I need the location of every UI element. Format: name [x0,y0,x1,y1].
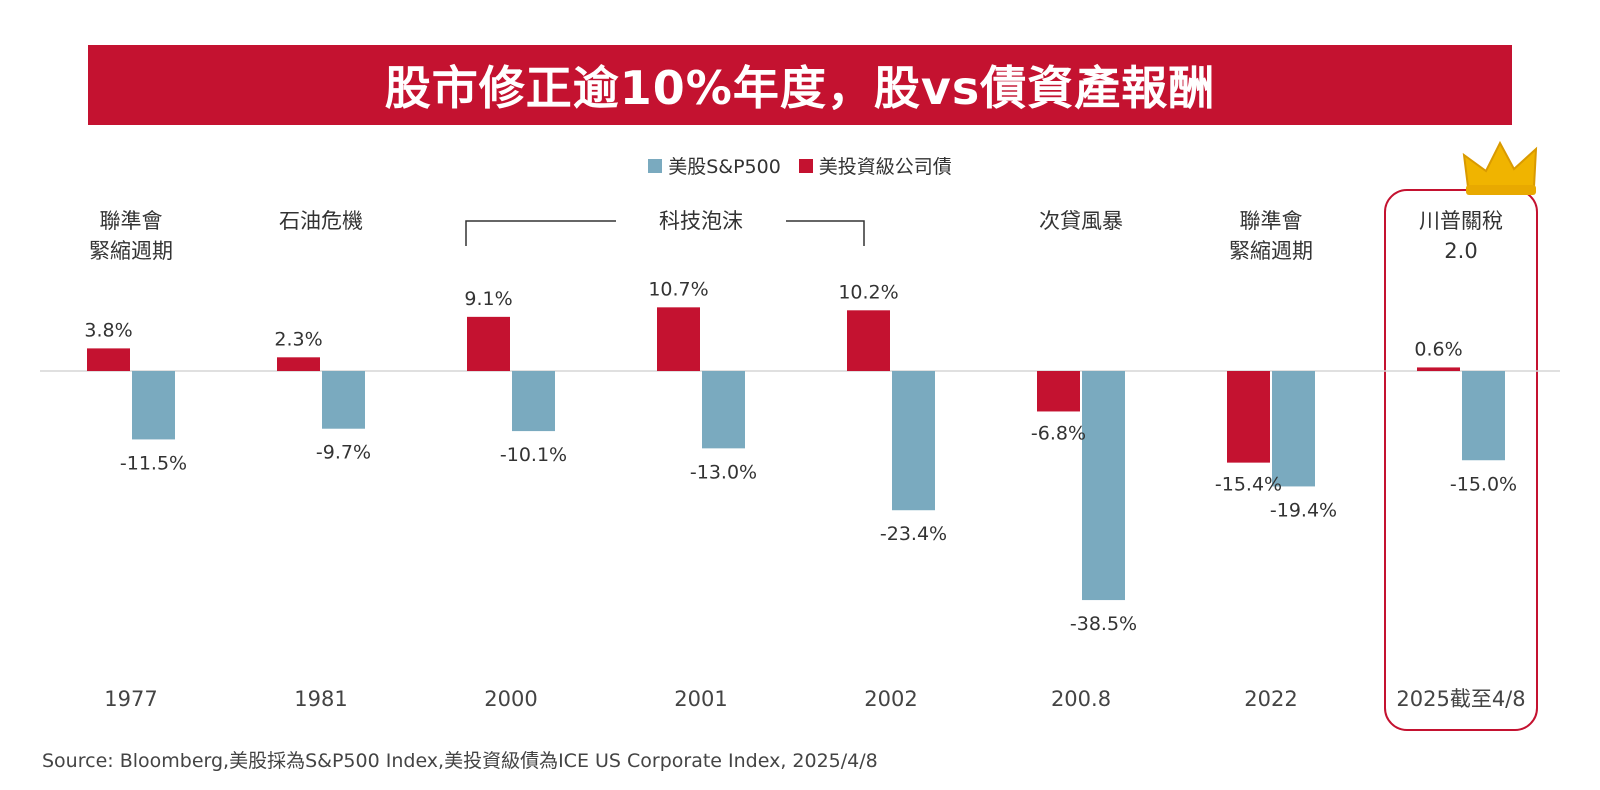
event-caption-5-0: 次貸風暴 [1039,209,1123,233]
data-label-stock-7: -15.0% [1450,473,1517,495]
bar-stock-3 [702,371,745,449]
event-caption-0-0: 聯準會 [100,209,163,233]
tech-bubble-label: 科技泡沫 [659,209,743,233]
legend-label-stock: 美股S&P500 [668,156,781,178]
year-label-3: 2001 [674,687,727,711]
data-label-bond-5: -6.8% [1031,422,1086,444]
event-caption-7-1: 2.0 [1444,239,1477,263]
bracket-left [465,220,616,246]
data-label-bond-7: 0.6% [1414,338,1462,360]
data-label-stock-5: -38.5% [1070,613,1137,635]
year-label-4: 2002 [864,687,917,711]
data-label-bond-0: 3.8% [84,319,132,341]
bracket-right [786,220,865,246]
crown-base [1466,185,1536,195]
bar-bond-6 [1227,371,1270,463]
legend-swatch-stock [648,158,663,173]
data-label-bond-1: 2.3% [274,328,322,350]
legend-item-bond: 美投資級公司債 [798,152,952,179]
year-label-1: 1981 [294,687,347,711]
bar-stock-7 [1462,371,1505,461]
bar-bond-1 [277,357,320,371]
data-label-stock-4: -23.4% [880,523,947,545]
data-label-bond-4: 10.2% [838,281,898,303]
legend-item-stock: 美股S&P500 [648,152,781,179]
data-label-bond-6: -15.4% [1215,474,1282,496]
bar-bond-2 [467,316,510,371]
event-caption-6-0: 聯準會 [1240,209,1303,233]
bar-stock-4 [892,371,935,511]
chart-title: 股市修正逾10%年度，股vs債資產報酬 [384,61,1216,115]
bar-bond-5 [1037,371,1080,412]
event-caption-7-0: 川普關稅 [1419,209,1503,233]
year-label-2: 2000 [484,687,537,711]
bar-stock-1 [322,371,365,429]
data-label-stock-0: -11.5% [120,452,187,474]
legend-swatch-bond [798,158,813,173]
year-label-6: 2022 [1244,687,1297,711]
event-caption-1-0: 石油危機 [279,209,363,233]
data-label-stock-6: -19.4% [1270,499,1337,521]
bar-stock-5 [1082,371,1125,601]
source-note: Source: Bloomberg,美股採為S&P500 Index,美投資級債… [42,750,878,772]
bar-bond-3 [657,307,700,371]
year-label-5: 200.8 [1051,687,1111,711]
data-label-bond-3: 10.7% [648,278,708,300]
year-label-7: 2025截至4/8 [1396,687,1525,711]
bar-stock-2 [512,371,555,432]
title-banner: 股市修正逾10%年度，股vs債資產報酬 [88,45,1512,125]
data-label-stock-3: -13.0% [690,461,757,483]
bar-bond-4 [847,310,890,371]
bar-bond-7 [1417,367,1460,371]
year-label-0: 1977 [104,687,157,711]
event-caption-6-1: 緊縮週期 [1229,239,1313,263]
legend-label-bond: 美投資級公司債 [818,156,952,178]
bar-bond-0 [87,348,130,371]
highlight-box [1384,189,1538,731]
data-label-bond-2: 9.1% [464,288,512,310]
event-caption-0-1: 緊縮週期 [89,239,173,263]
bar-stock-0 [132,371,175,440]
crown-icon [1462,140,1538,188]
legend: 美股S&P500 美投資級公司債 [0,152,1600,179]
data-label-stock-1: -9.7% [316,442,371,464]
bar-stock-6 [1272,371,1315,487]
data-label-stock-2: -10.1% [500,444,567,466]
